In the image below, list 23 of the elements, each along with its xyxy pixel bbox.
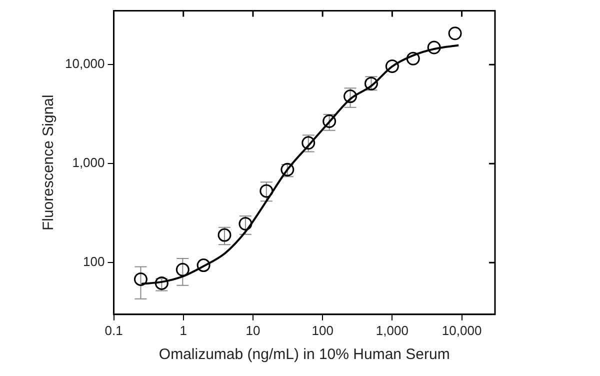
point [260, 184, 274, 198]
point [176, 262, 190, 276]
y-tick-label: 100 [83, 254, 105, 270]
point [427, 40, 441, 54]
x-tick-label: 1,000 [376, 322, 408, 338]
point [385, 59, 399, 73]
point [344, 90, 358, 104]
point [134, 272, 148, 286]
x-axis-title: Omalizumab (ng/mL) in 10% Human Serum [158, 346, 450, 364]
x-tick-label: 0.1 [104, 322, 123, 338]
y-axis-title: Fluorescence Signal [40, 94, 58, 231]
point [322, 114, 336, 128]
y-tick-label: 10,000 [64, 56, 105, 72]
point [196, 258, 210, 272]
x-tick-label: 10 [246, 322, 260, 338]
x-tick-label: 1 [180, 322, 187, 338]
point [238, 217, 252, 231]
y-tick-label: 1,000 [72, 155, 105, 170]
point [406, 52, 420, 66]
point [448, 26, 462, 40]
point [218, 228, 232, 242]
x-tick-label: 10,000 [442, 322, 482, 338]
x-tick-label: 100 [312, 322, 334, 338]
